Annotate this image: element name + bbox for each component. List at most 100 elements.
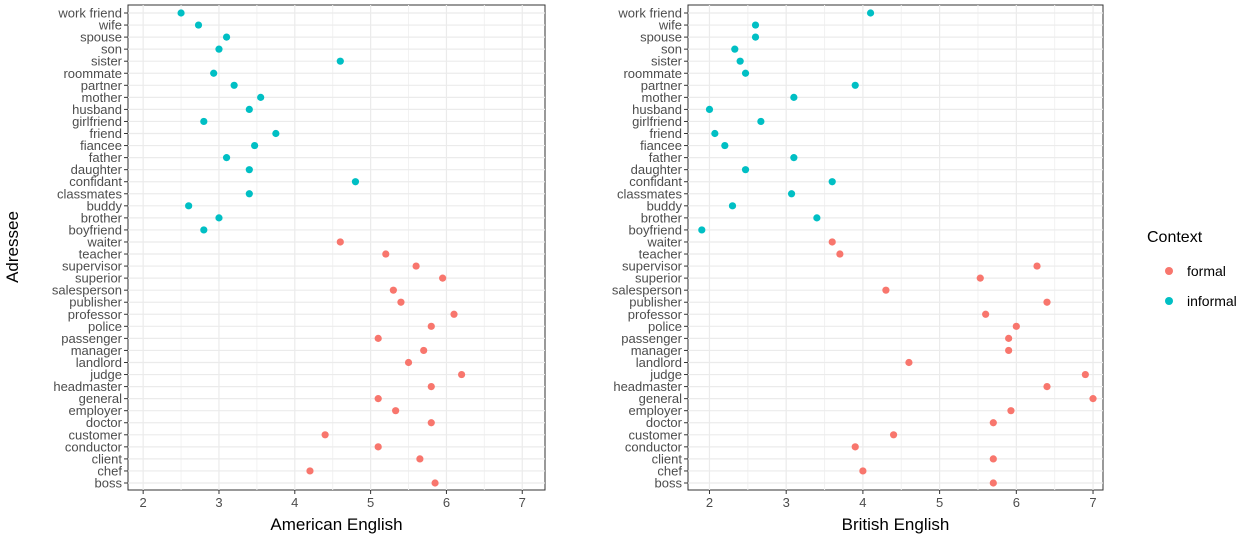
data-point-formal bbox=[397, 298, 405, 306]
data-point-formal bbox=[1043, 298, 1051, 306]
y-tick-label: buddy bbox=[647, 198, 683, 213]
x-tick-label: 3 bbox=[783, 495, 790, 510]
y-tick-label: employer bbox=[629, 403, 683, 418]
data-point-informal bbox=[728, 202, 737, 210]
data-point-formal bbox=[392, 407, 400, 415]
data-point-formal bbox=[458, 370, 466, 379]
x-tick-label: 3 bbox=[215, 495, 222, 510]
x-axis-title: American English bbox=[270, 515, 402, 534]
legend: Context formal informal bbox=[1147, 229, 1237, 309]
y-tick-label: classmates bbox=[617, 186, 683, 201]
y-tick-label: chef bbox=[657, 463, 682, 478]
legend-label-informal: informal bbox=[1187, 293, 1237, 309]
data-point-informal bbox=[336, 57, 344, 65]
y-tick-label: client bbox=[652, 451, 683, 466]
y-tick-label: mother bbox=[82, 90, 123, 105]
data-point-informal bbox=[736, 57, 744, 65]
panel-british-english: 2 3 4 5 6 7 bosschefclientconductorcustomerdoc… bbox=[612, 4, 1104, 534]
data-point-formal bbox=[439, 274, 447, 282]
data-point-formal bbox=[1081, 370, 1089, 379]
y-tick-label: employer bbox=[69, 403, 123, 418]
data-point-informal bbox=[828, 178, 836, 186]
y-tick-label: conductor bbox=[625, 439, 683, 454]
data-point-formal bbox=[427, 382, 435, 391]
data-point-informal bbox=[215, 45, 223, 53]
y-tick-label: customer bbox=[629, 427, 683, 442]
y-tick-label: boss bbox=[95, 476, 123, 491]
y-tick-label: manager bbox=[71, 343, 123, 358]
y-tick-label: mother bbox=[642, 90, 683, 105]
y-tick-label: fiancee bbox=[640, 138, 682, 153]
data-point-formal bbox=[416, 455, 424, 463]
y-tick-label: friend bbox=[89, 126, 122, 141]
data-point-informal bbox=[866, 9, 875, 17]
data-point-formal bbox=[905, 358, 913, 367]
y-tick-label: daughter bbox=[631, 162, 683, 177]
data-point-informal bbox=[222, 154, 231, 162]
x-tick-label: 5 bbox=[367, 495, 374, 510]
data-point-formal bbox=[1033, 262, 1041, 270]
legend-title: Context bbox=[1147, 229, 1203, 246]
y-tick-label: son bbox=[101, 42, 122, 57]
y-tick-label: customer bbox=[69, 427, 123, 442]
y-tick-label: roommate bbox=[623, 66, 682, 81]
data-point-informal bbox=[200, 226, 208, 234]
y-tick-label: boss bbox=[655, 476, 683, 491]
y-tick-label: work friend bbox=[617, 6, 682, 21]
y-tick-label: passenger bbox=[61, 331, 122, 346]
data-point-formal bbox=[306, 467, 314, 475]
y-tick-label: partner bbox=[641, 78, 683, 93]
y-axis-title: Adressee bbox=[3, 211, 22, 283]
data-point-formal bbox=[836, 250, 844, 258]
data-point-informal bbox=[851, 81, 859, 89]
data-point-informal bbox=[251, 141, 259, 150]
y-tick-label: landlord bbox=[76, 355, 122, 370]
y-tick-label: doctor bbox=[86, 415, 123, 430]
x-tick-label: 2 bbox=[706, 495, 713, 510]
x-tick-label: 2 bbox=[140, 495, 147, 510]
data-point-formal bbox=[374, 443, 382, 451]
data-point-formal bbox=[982, 310, 990, 318]
y-tick-label: publisher bbox=[629, 295, 682, 310]
data-point-informal bbox=[813, 214, 821, 222]
y-tick-label: headmaster bbox=[53, 379, 122, 394]
data-point-formal bbox=[321, 431, 329, 439]
data-point-formal bbox=[374, 395, 382, 403]
data-point-formal bbox=[889, 431, 898, 439]
data-point-informal bbox=[194, 21, 203, 29]
y-tick-label: partner bbox=[81, 78, 123, 93]
y-tick-label: judge bbox=[89, 367, 122, 382]
y-tick-label: husband bbox=[72, 102, 122, 117]
legend-key-formal bbox=[1165, 267, 1173, 275]
y-tick-label: chef bbox=[97, 463, 122, 478]
y-tick-label: father bbox=[649, 150, 683, 165]
y-tick-label: sister bbox=[91, 54, 123, 69]
data-point-informal bbox=[245, 166, 253, 174]
data-point-formal bbox=[427, 419, 435, 427]
y-tick-label: general bbox=[639, 391, 682, 406]
data-point-formal bbox=[374, 334, 382, 342]
y-tick-label: girlfriend bbox=[632, 114, 682, 129]
y-tick-label: sister bbox=[651, 54, 683, 69]
x-axis-title: British English bbox=[842, 515, 950, 534]
data-point-informal bbox=[741, 69, 750, 77]
y-tick-label: judge bbox=[649, 367, 682, 382]
y-tick-label: police bbox=[88, 319, 122, 334]
x-tick-label: 4 bbox=[859, 495, 866, 510]
data-point-informal bbox=[790, 93, 798, 101]
y-tick-label: superior bbox=[635, 271, 683, 286]
data-point-informal bbox=[721, 141, 729, 150]
data-point-formal bbox=[828, 238, 836, 246]
legend-key-informal bbox=[1165, 297, 1173, 305]
y-tick-label: superior bbox=[75, 271, 123, 286]
y-tick-label: teacher bbox=[639, 247, 683, 262]
data-point-informal bbox=[177, 9, 185, 17]
panel-american-english: 2 3 4 5 6 7 bosschefclientconductorcustomerdoc… bbox=[52, 4, 546, 534]
y-tick-label: doctor bbox=[646, 415, 683, 430]
y-tick-label: roommate bbox=[63, 66, 122, 81]
data-point-informal bbox=[245, 105, 253, 114]
data-point-informal bbox=[185, 202, 193, 210]
data-point-informal bbox=[711, 129, 719, 138]
y-tick-label: husband bbox=[632, 102, 682, 117]
